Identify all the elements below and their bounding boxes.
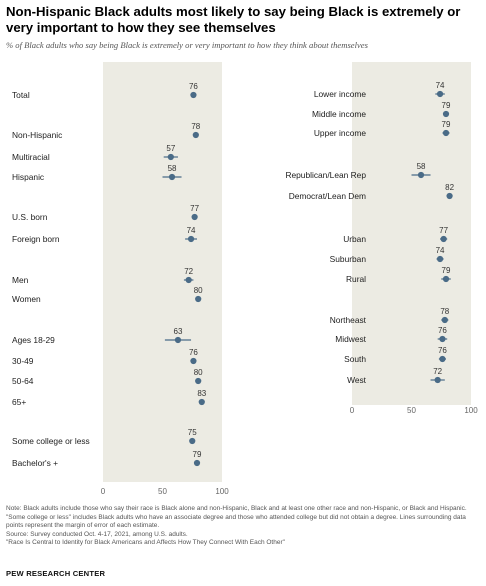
data-point-suburban <box>436 255 444 263</box>
data-point-bachelor-s <box>193 459 201 467</box>
row-label-democrat-lean-dem: Democrat/Lean Dem <box>289 191 366 201</box>
data-point-30-49 <box>190 357 197 365</box>
data-point-urban <box>440 235 447 243</box>
data-point-some-college-or-less <box>189 437 196 445</box>
value-label-65: 83 <box>197 389 206 398</box>
value-label-multiracial: 57 <box>166 144 175 153</box>
data-point-non-hispanic <box>192 131 199 139</box>
data-point-total <box>190 91 197 99</box>
row-label-some-college-or-less: Some college or less <box>12 436 90 446</box>
value-label-30-49: 76 <box>189 348 198 357</box>
value-label-rural: 79 <box>442 266 451 275</box>
data-point-men <box>185 276 192 284</box>
value-label-foreign-born: 74 <box>187 226 196 235</box>
row-label-suburban: Suburban <box>330 254 367 264</box>
row-label-men: Men <box>12 275 29 285</box>
row-label-hispanic: Hispanic <box>12 172 44 182</box>
data-point-south <box>439 355 446 363</box>
value-label-democrat-lean-dem: 82 <box>445 183 454 192</box>
data-point-west <box>434 376 441 384</box>
value-label-upper-income: 79 <box>442 120 451 129</box>
value-label-u-s-born: 77 <box>190 204 199 213</box>
value-label-midwest: 76 <box>438 326 447 335</box>
value-label-men: 72 <box>184 267 193 276</box>
row-label-bachelor-s: Bachelor's + <box>12 458 58 468</box>
chart-subtitle: % of Black adults who say being Black is… <box>6 40 368 50</box>
row-label-non-hispanic: Non-Hispanic <box>12 130 62 140</box>
data-point-rural <box>442 275 450 283</box>
left-panel-background <box>103 62 222 482</box>
right-axis-tick-100: 100 <box>464 406 478 415</box>
row-label-multiracial: Multiracial <box>12 152 50 162</box>
value-label-suburban: 74 <box>436 246 445 255</box>
data-point-northeast <box>441 316 448 324</box>
row-label-south: South <box>344 354 366 364</box>
value-label-hispanic: 58 <box>168 164 177 173</box>
data-point-65 <box>198 398 205 406</box>
chart-title: Non-Hispanic Black adults most likely to… <box>6 4 461 35</box>
row-label-midwest: Midwest <box>335 334 366 344</box>
value-label-bachelor-s: 79 <box>193 450 202 459</box>
data-point-middle-income <box>442 110 450 118</box>
value-label-50-64: 80 <box>194 368 203 377</box>
row-label-upper-income: Upper income <box>314 128 366 138</box>
row-label-foreign-born: Foreign born <box>12 234 60 244</box>
value-label-lower-income: 74 <box>436 81 445 90</box>
left-axis-tick-0: 0 <box>101 487 106 496</box>
row-label-u-s-born: U.S. born <box>12 212 48 222</box>
data-point-upper-income <box>442 129 450 137</box>
row-label-west: West <box>347 375 367 385</box>
data-point-midwest <box>439 335 446 343</box>
footnotes: Note: Black adults include those who say… <box>6 505 482 548</box>
row-label-65: 65+ <box>12 397 26 407</box>
left-axis-tick-100: 100 <box>215 487 229 496</box>
value-label-middle-income: 79 <box>442 101 451 110</box>
row-label-total: Total <box>12 90 30 100</box>
row-label-50-64: 50-64 <box>12 376 34 386</box>
row-label-lower-income: Lower income <box>314 89 366 99</box>
value-label-non-hispanic: 78 <box>191 122 200 131</box>
data-point-republican-lean-rep <box>417 171 425 179</box>
right-panel-marks: Lower income 74 Middle income 79 Upper incom… <box>285 81 478 415</box>
data-point-women <box>195 295 202 303</box>
data-point-hispanic <box>168 173 176 181</box>
left-axis-tick-50: 50 <box>158 487 167 496</box>
note-text: Note: Black adults include those who say… <box>6 505 467 530</box>
data-point-lower-income <box>436 90 444 98</box>
value-label-ages-18-29: 63 <box>174 327 183 336</box>
data-point-u-s-born <box>191 213 198 221</box>
right-axis-tick-50: 50 <box>407 406 416 415</box>
source-text: Source: Survey conducted Oct. 4-17, 2021… <box>6 530 188 538</box>
brand-logo-text: PEW RESEARCH CENTER <box>6 569 106 578</box>
value-label-west: 72 <box>433 367 442 376</box>
row-label-republican-lean-rep: Republican/Lean Rep <box>285 170 366 180</box>
value-label-south: 76 <box>438 346 447 355</box>
data-point-foreign-born <box>187 235 195 243</box>
report-title: "Race Is Central to Identity for Black A… <box>6 539 285 547</box>
row-label-30-49: 30-49 <box>12 356 34 366</box>
value-label-women: 80 <box>194 286 203 295</box>
row-label-women: Women <box>12 294 41 304</box>
data-point-multiracial <box>167 153 174 161</box>
data-point-democrat-lean-dem <box>446 192 453 200</box>
row-label-middle-income: Middle income <box>312 109 366 119</box>
dot-plot: Total 76 Non-Hispanic 78 Multiracial 57 Hispan… <box>12 62 478 496</box>
row-label-ages-18-29: Ages 18-29 <box>12 335 55 345</box>
data-point-ages-18-29 <box>174 336 182 344</box>
row-label-rural: Rural <box>346 274 366 284</box>
value-label-total: 76 <box>189 82 198 91</box>
data-point-50-64 <box>195 377 202 385</box>
left-panel-marks: Total 76 Non-Hispanic 78 Multiracial 57 Hispan… <box>12 82 229 496</box>
value-label-republican-lean-rep: 58 <box>417 162 426 171</box>
row-label-urban: Urban <box>343 234 366 244</box>
value-label-some-college-or-less: 75 <box>188 428 197 437</box>
row-label-northeast: Northeast <box>330 315 367 325</box>
value-label-urban: 77 <box>439 226 448 235</box>
right-panel-background <box>352 62 471 405</box>
value-label-northeast: 78 <box>440 307 449 316</box>
right-axis-tick-0: 0 <box>350 406 355 415</box>
